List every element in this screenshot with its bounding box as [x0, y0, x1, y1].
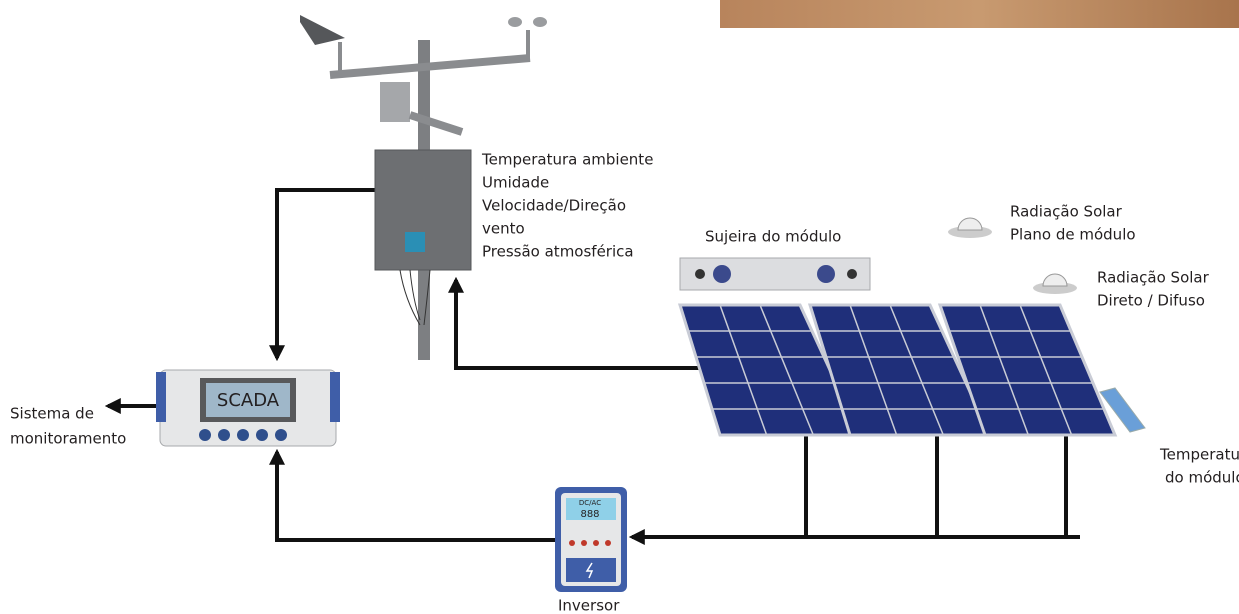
output-label: monitoramento: [10, 430, 126, 448]
soiling-sensor: [680, 258, 870, 290]
temperature-label: Temperatura: [1159, 446, 1239, 464]
scada-unit: SCADA: [156, 370, 340, 446]
soiling-label: Sujeira do módulo: [705, 228, 841, 246]
weather-labels: Temperatura ambiente Umidade Velocidade/…: [481, 151, 653, 261]
weather-label: Pressão atmosférica: [482, 243, 634, 261]
output-label: Sistema de: [10, 405, 94, 423]
temperature-label: do módulo: [1165, 469, 1239, 487]
pyranometer-label: Radiação Solar: [1010, 203, 1123, 221]
pyranometer-label: Direto / Difuso: [1097, 292, 1205, 310]
weather-label: Umidade: [482, 174, 549, 192]
diagram: Temperatura ambiente Umidade Velocidade/…: [0, 0, 1239, 614]
pyranometer-label: Plano de módulo: [1010, 226, 1136, 244]
weather-label: Velocidade/Direção: [482, 197, 626, 215]
inverter-mode: DC/AC: [579, 499, 601, 507]
scada-label: SCADA: [217, 390, 280, 411]
inverter-digits: 888: [580, 509, 599, 520]
ground-strip: [720, 0, 1239, 28]
inverter-label: Inversor: [558, 597, 620, 614]
solar-panels: [680, 305, 1115, 435]
inverter: DC/AC 888: [555, 487, 627, 592]
weather-label: vento: [482, 220, 525, 238]
pyranometer-label: Radiação Solar: [1097, 269, 1210, 287]
weather-label: Temperatura ambiente: [481, 151, 653, 169]
